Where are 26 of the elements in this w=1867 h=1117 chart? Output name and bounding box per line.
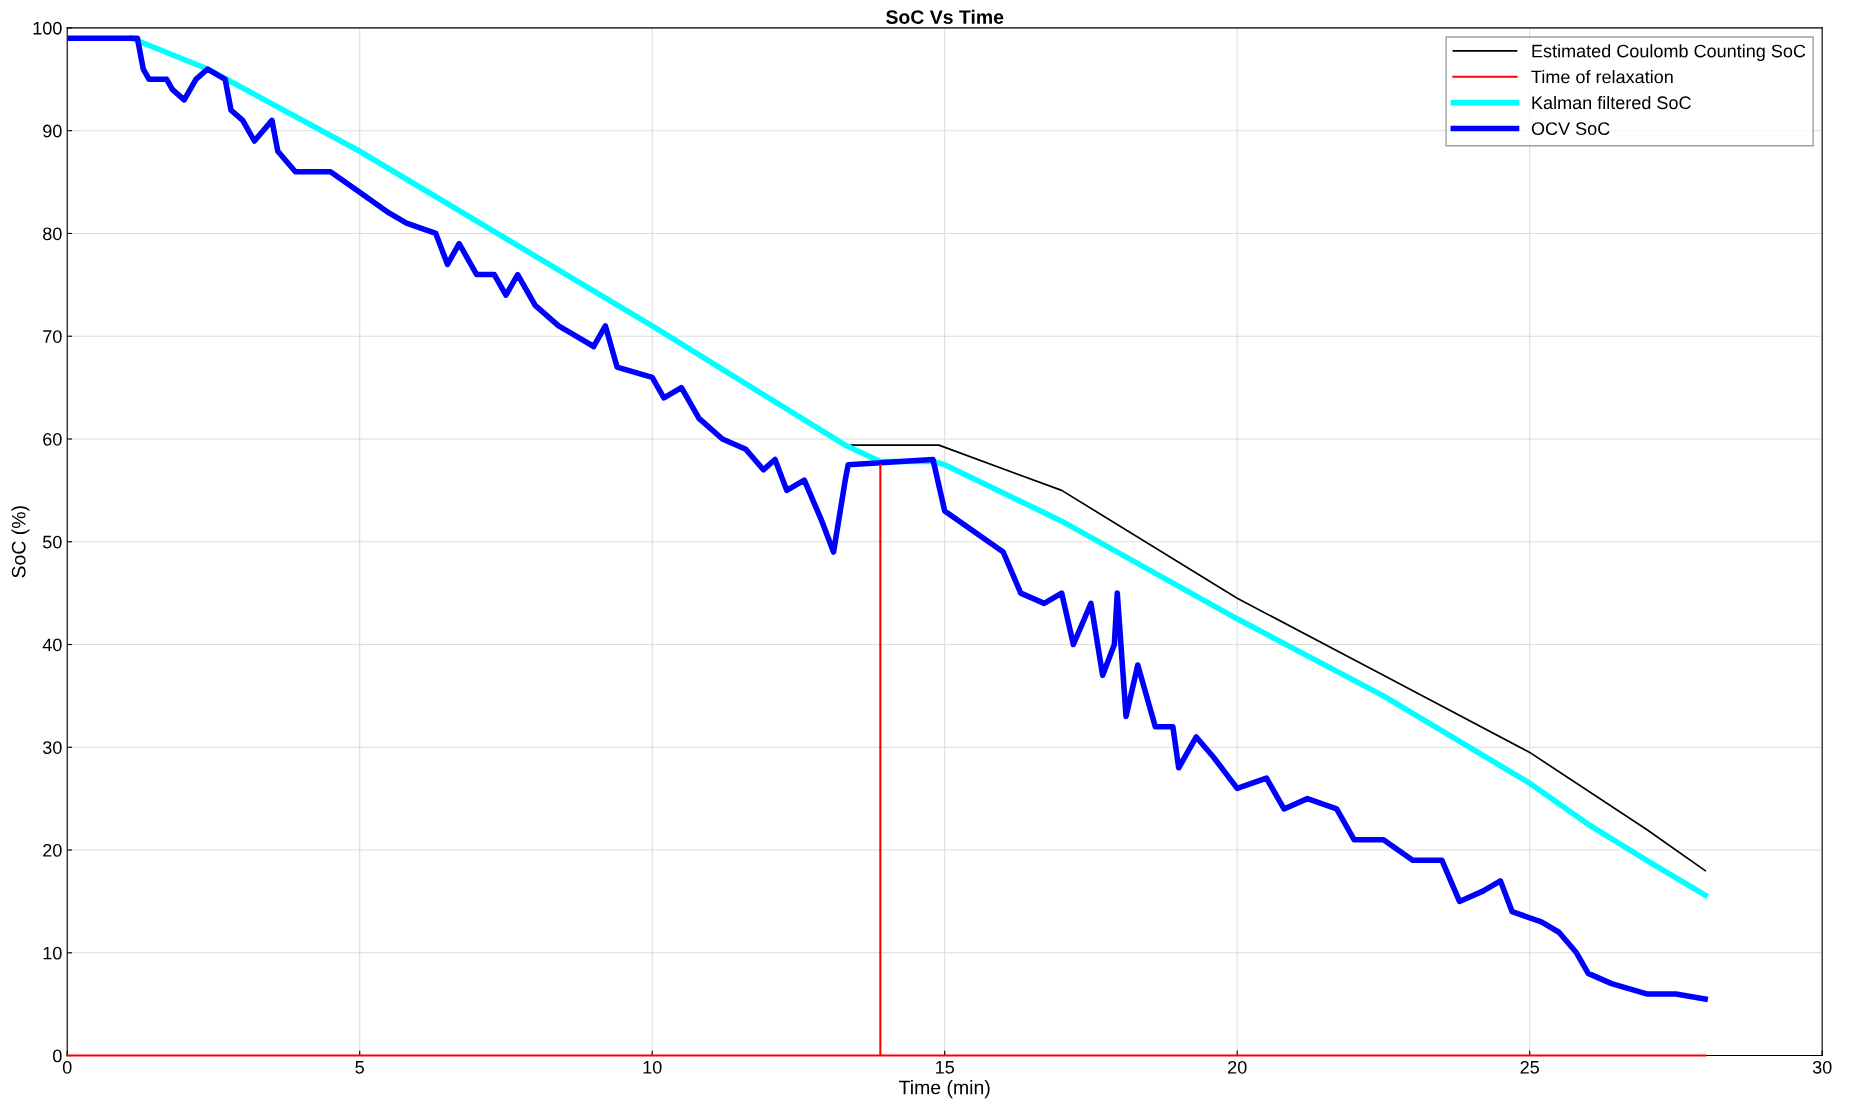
legend-label: Estimated Coulomb Counting SoC bbox=[1532, 44, 1806, 62]
x-axis-title: Time (min) bbox=[899, 1080, 990, 1099]
y-tick-label: 50 bbox=[42, 535, 62, 549]
y-tick-label: 100 bbox=[33, 21, 62, 35]
x-tick-label: 0 bbox=[62, 1060, 72, 1074]
y-tick-label: 30 bbox=[42, 741, 62, 754]
y-tick-label: 90 bbox=[43, 124, 62, 138]
legend-label: Kalman filtered SoC bbox=[1532, 95, 1691, 110]
y-tick-label: 10 bbox=[43, 946, 62, 960]
x-tick-label: 10 bbox=[643, 1060, 662, 1074]
legend-label: OCV SoC bbox=[1531, 122, 1610, 136]
y-tick-label: 0 bbox=[53, 1049, 62, 1063]
x-tick-label: 20 bbox=[1228, 1060, 1247, 1074]
y-axis-title: SoC (%) bbox=[11, 506, 30, 578]
x-tick-label: 5 bbox=[355, 1061, 364, 1074]
legend-label: Time of relaxation bbox=[1531, 70, 1673, 84]
y-tick-label: 20 bbox=[43, 843, 62, 857]
y-tick-label: 40 bbox=[42, 638, 62, 652]
y-tick-label: 70 bbox=[43, 330, 62, 343]
line-series bbox=[850, 444, 1707, 872]
y-tick-label: 80 bbox=[43, 227, 62, 241]
y-tick-label: 60 bbox=[43, 432, 62, 446]
x-tick-label: 15 bbox=[936, 1061, 954, 1074]
chart-title: SoC Vs Time bbox=[886, 9, 1004, 24]
x-tick-label: 30 bbox=[1812, 1060, 1832, 1074]
x-tick-label: 25 bbox=[1520, 1060, 1539, 1074]
